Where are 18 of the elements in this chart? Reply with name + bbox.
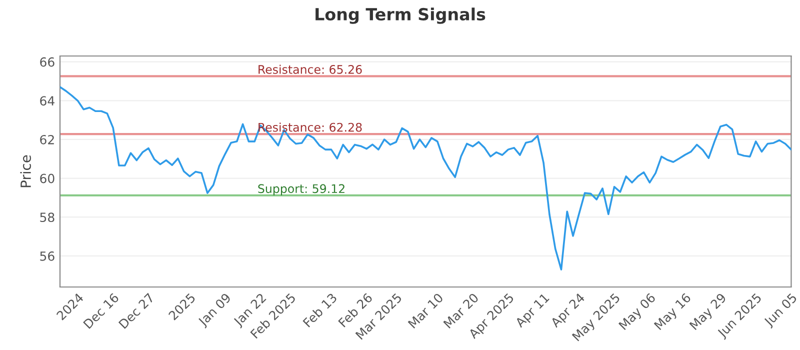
- y-tick-label: 58: [40, 212, 54, 222]
- x-tick-label: Dec 16: [82, 292, 120, 329]
- y-tick-label: 62: [40, 134, 54, 144]
- x-tick-label: Jun 05: [763, 292, 799, 329]
- x-tick-label: Apr 11: [514, 292, 552, 330]
- y-axis-title: Price: [20, 155, 31, 188]
- y-tick-label: 66: [40, 57, 54, 67]
- y-tick-label: 56: [40, 251, 54, 261]
- x-tick-label: Feb 13: [302, 292, 338, 328]
- line-series: [60, 86, 792, 270]
- x-tick-label: Dec 27: [118, 292, 155, 329]
- y-tick-label: 60: [40, 174, 54, 184]
- ref-line-label: Resistance: 65.26: [258, 64, 362, 74]
- y-tick-label: 64: [40, 96, 54, 106]
- x-tick-label: Jan 09: [197, 292, 233, 328]
- chart-title: Long Term Signals: [316, 8, 486, 24]
- ref-line-label: Support: 59.12: [258, 184, 344, 196]
- x-tick-label: Mar 10: [408, 292, 444, 329]
